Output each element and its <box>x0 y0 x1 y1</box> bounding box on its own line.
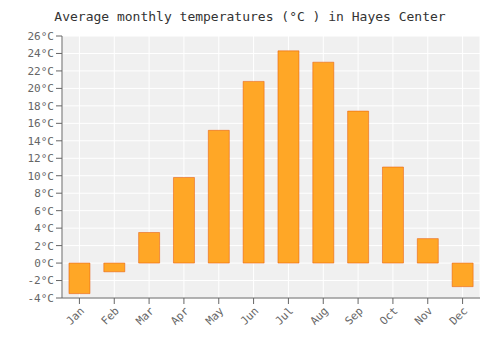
svg-text:20°C: 20°C <box>28 82 55 95</box>
svg-text:12°C: 12°C <box>28 152 55 165</box>
html-text:Average monthly temperatures (: Average monthly temperatures (°C ) in Ha… <box>54 9 446 24</box>
svg-text:Feb: Feb <box>99 304 122 327</box>
svg-text:8°C: 8°C <box>34 187 54 200</box>
svg-text:Jul: Jul <box>273 304 296 327</box>
svg-text:0°C: 0°C <box>34 257 54 270</box>
svg-text:4°C: 4°C <box>34 222 54 235</box>
svg-text:-2°C: -2°C <box>28 274 55 287</box>
svg-text:14°C: 14°C <box>28 135 55 148</box>
svg-text:26°C: 26°C <box>28 30 55 43</box>
svg-text:May: May <box>203 304 227 328</box>
svg-text:Sep: Sep <box>342 304 365 327</box>
svg-text:16°C: 16°C <box>28 117 55 130</box>
svg-text:Aug: Aug <box>308 304 331 327</box>
svg-text:24°C: 24°C <box>28 47 55 60</box>
svg-text:10°C: 10°C <box>28 170 55 183</box>
svg-text:Oct: Oct <box>377 304 400 327</box>
svg-text:6°C: 6°C <box>34 205 54 218</box>
svg-text:Mar: Mar <box>133 304 157 328</box>
svg-text:22°C: 22°C <box>28 65 55 78</box>
svg-text:-4°C: -4°C <box>28 292 55 305</box>
svg-text:Dec: Dec <box>447 304 470 327</box>
svg-text:2°C: 2°C <box>34 240 54 253</box>
svg-text:Nov: Nov <box>412 304 436 328</box>
svg-text:Jan: Jan <box>64 304 87 327</box>
svg-text:Jun: Jun <box>238 304 261 327</box>
svg-text:Apr: Apr <box>168 304 192 328</box>
svg-text:18°C: 18°C <box>28 100 55 113</box>
